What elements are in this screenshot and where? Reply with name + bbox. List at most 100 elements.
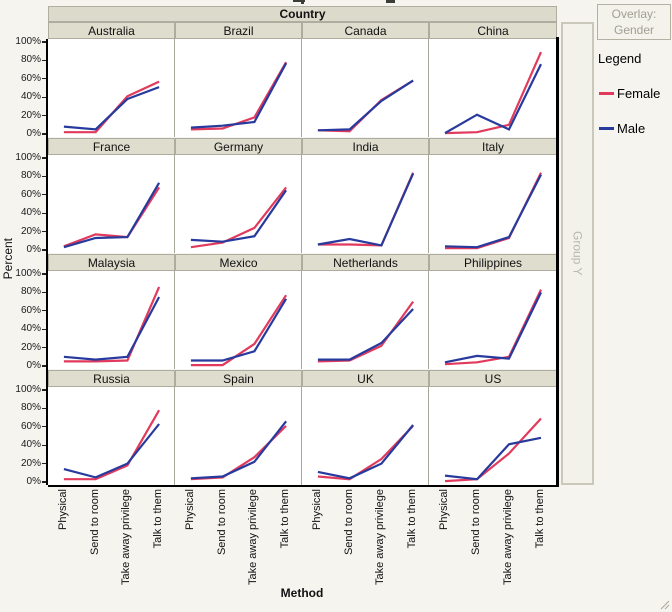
x-tick-label-take-away-privilege: Take away privilege [247,489,260,585]
panel-plot-italy [429,155,557,253]
y-tick-mark [42,273,47,275]
panel-header-netherlands: Netherlands [302,254,429,271]
panel-header-italy: Italy [429,138,557,155]
y-tick-label: 20% [20,225,41,237]
female-line [190,425,287,481]
female-line [317,172,415,247]
female-line [190,186,287,249]
panel-chart-netherlands [317,300,414,363]
legend-title: Legend [598,51,642,66]
male-line [444,291,542,364]
panel-header-india: India [302,138,429,155]
y-tick-mark [42,41,47,43]
panel-chart-philippines [444,289,542,366]
panel-chart-uk [317,424,414,481]
panel-chart-india [317,172,415,247]
y-tick-label: 40% [20,323,41,335]
male-line-swatch-icon [599,127,614,130]
y-axis-line [46,39,48,485]
male-line [444,63,542,135]
male-line [317,173,415,247]
y-tick-label: 20% [20,109,41,121]
panel-chart-germany [190,186,288,249]
female-line-swatch-icon [599,92,614,95]
y-tick-mark [42,481,47,483]
female-line [317,425,414,481]
x-tick-label-send-to-room: Send to room [88,489,101,556]
male-line [63,296,161,361]
panel-chart-mexico [190,294,288,367]
y-tick-label: 40% [20,91,41,103]
facet-group-header: Country [48,6,557,22]
overlay-gender-control[interactable]: Overlay: Gender [597,4,671,40]
x-tick-label-take-away-privilege: Take away privilege [502,489,514,585]
y-tick-mark [42,194,47,196]
y-tick-label: 100% [15,152,41,163]
x-tick-label-send-to-room: Send to room [215,489,228,556]
y-tick-label: 80% [20,286,41,298]
male-line [190,189,288,243]
female-line [445,172,542,250]
panel-chart-italy [444,172,542,250]
cropped-title-fragment [293,0,305,2]
y-tick-mark [42,231,47,233]
y-tick-mark [42,96,47,98]
x-tick-label-take-away-privilege: Take away privilege [374,489,387,585]
female-line [63,409,161,481]
y-tick-mark [42,212,47,214]
male-line [63,182,161,249]
y-tick-label: 60% [20,72,41,84]
panel-chart-canada [317,79,414,133]
panel-header-philippines: Philippines [429,254,557,271]
y-tick-label: 100% [15,36,41,47]
female-line [444,51,543,135]
panel-header-us: US [429,370,557,387]
y-tick-mark [42,328,47,330]
resize-grip-icon[interactable] [660,601,670,610]
panel-header-canada: Canada [302,22,429,39]
y-tick-mark [42,291,47,294]
y-tick-label: 80% [20,54,41,66]
y-tick-mark [42,389,47,391]
y-tick-mark [42,463,47,465]
panel-header-brazil: Brazil [175,22,302,39]
panel-plot-russia [48,387,175,485]
y-tick-mark [42,444,47,446]
y-tick-mark [42,78,47,80]
x-axis-line [48,485,559,487]
y-tick-mark [42,365,47,367]
x-tick-label-send-to-room: Send to room [342,489,355,556]
panel-chart-china [444,51,543,135]
panel-plot-brazil [175,39,302,137]
y-tick-mark [42,59,47,62]
panel-plot-germany [175,155,302,253]
panel-plot-spain [175,387,302,485]
y-tick-mark [42,249,47,251]
y-tick-label: 60% [20,420,41,432]
male-line [190,62,288,129]
cropped-title-fragment [386,0,395,3]
legend-item-female[interactable]: Female [599,86,660,101]
cropped-title-fragment [301,0,304,4]
y-tick-label: 60% [20,304,41,316]
panel-chart-malaysia [63,286,161,363]
panel-chart-france [63,182,161,249]
panel-header-australia: Australia [48,22,175,39]
x-tick-label-talk-to-them: Talk to them [534,489,546,549]
facet-group-title: Country [279,7,326,21]
y-tick-label: 40% [20,207,41,219]
panel-header-malaysia: Malaysia [48,254,175,271]
panel-plot-india [302,155,429,253]
female-line [190,294,288,367]
y-tick-mark [42,133,47,135]
x-tick-label-take-away-privilege: Take away privilege [120,489,133,585]
panel-header-uk: UK [302,370,429,387]
y-tick-mark [42,157,47,159]
y-tick-mark [42,347,47,349]
x-tick-label-talk-to-them: Talk to them [279,489,292,549]
legend-item-male[interactable]: Male [599,121,645,136]
overlay-label-line1: Overlay: [611,7,657,21]
male-line [317,308,414,361]
panel-header-china: China [429,22,557,39]
